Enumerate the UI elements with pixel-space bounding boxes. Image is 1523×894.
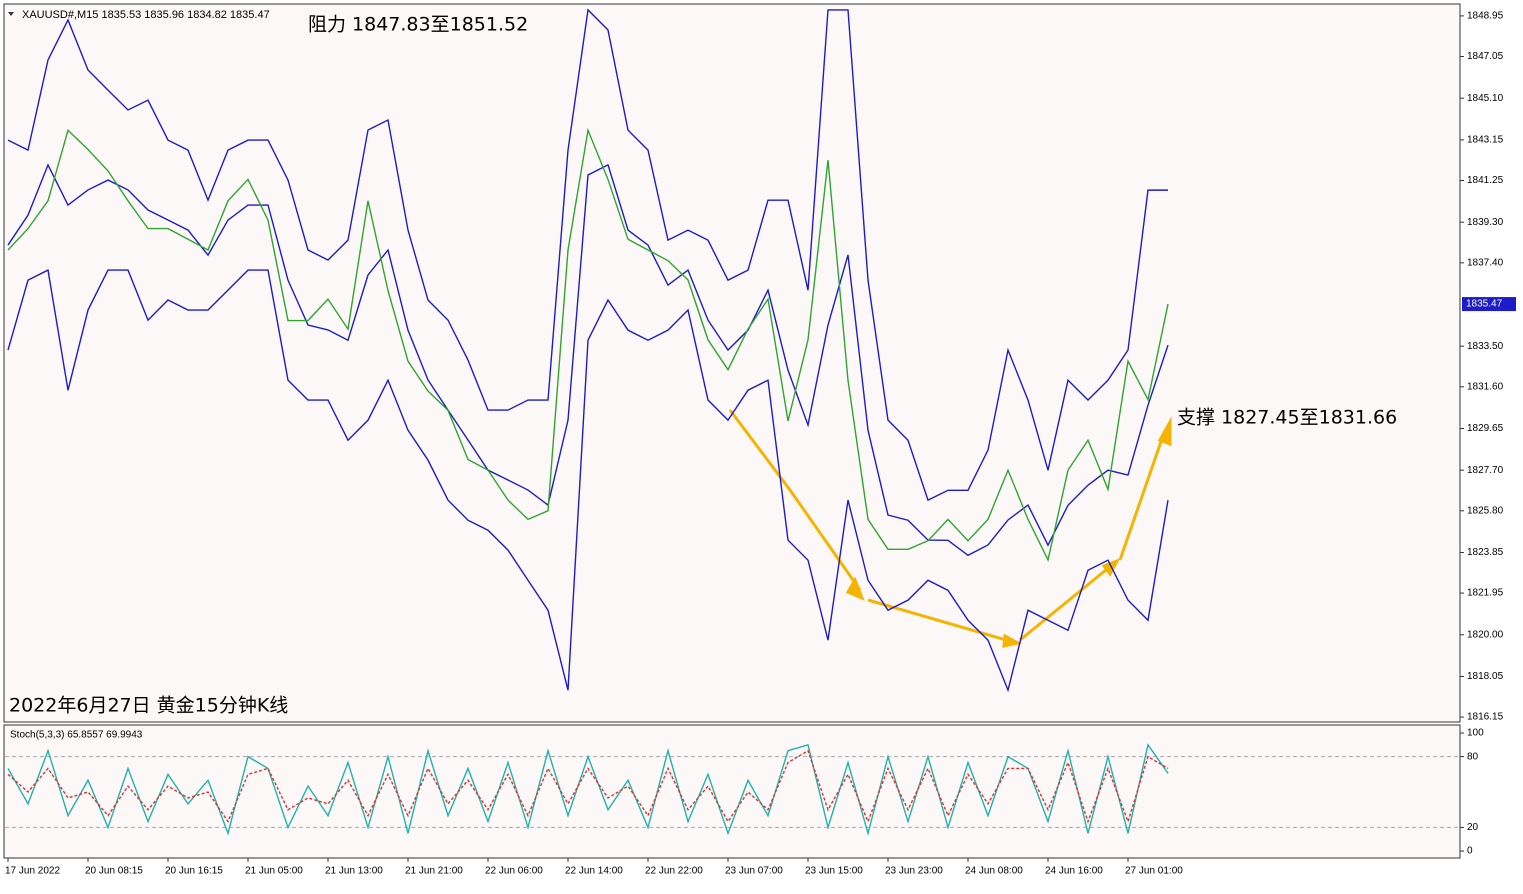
x-tick-label: 22 Jun 14:00 [565, 866, 623, 877]
menu-arrow [8, 12, 14, 16]
y-tick-label: 1845.10 [1467, 93, 1504, 104]
x-tick-label: 22 Jun 06:00 [485, 866, 543, 877]
symbol-header: XAUUSD#,M15 1835.53 1835.96 1834.82 1835… [22, 9, 270, 21]
y-tick-label: 1825.80 [1467, 505, 1504, 516]
x-tick-label: 24 Jun 16:00 [1045, 866, 1103, 877]
y-tick-label: 1829.65 [1467, 423, 1504, 434]
y-tick-label: 1818.05 [1467, 671, 1504, 682]
chart-caption: 2022年6月27日 黄金15分钟K线 [9, 695, 288, 717]
y-tick-label: 1827.70 [1467, 465, 1504, 476]
x-tick-label: 24 Jun 08:00 [965, 866, 1023, 877]
series-line [7, 8, 1168, 502]
x-tick-label: 20 Jun 16:15 [165, 866, 223, 877]
y-tick-label: 1841.25 [1467, 175, 1504, 186]
y-tick-label: 0 [1467, 846, 1473, 857]
support-note: 支撑 1827.45至1831.66 [1177, 407, 1397, 429]
y-tick-label: 1847.05 [1467, 51, 1504, 62]
y-tick-label: 1843.15 [1467, 135, 1504, 146]
y-tick-label: 80 [1467, 751, 1479, 762]
y-tick-label: 1839.30 [1467, 217, 1504, 228]
y-tick-label: 1820.00 [1467, 629, 1504, 640]
y-tick-label: 1833.50 [1467, 341, 1504, 352]
x-tick-label: 20 Jun 08:15 [85, 866, 143, 877]
y-tick-label: 1837.40 [1467, 257, 1504, 268]
y-tick-label: 20 [1467, 822, 1479, 833]
y-tick-label: 1831.60 [1467, 381, 1504, 392]
x-tick-label: 22 Jun 22:00 [645, 866, 703, 877]
series-line [7, 269, 1169, 693]
x-tick-label: 17 Jun 2022 [5, 866, 60, 877]
y-tick-label: 100 [1467, 728, 1484, 739]
x-tick-label: 23 Jun 15:00 [805, 866, 863, 877]
trend-arrows [728, 409, 1172, 648]
price-box [1462, 297, 1516, 312]
y-tick-label: 1821.95 [1467, 588, 1504, 599]
x-tick-label: 21 Jun 21:00 [405, 866, 463, 877]
series-line [7, 743, 1169, 837]
x-tick-label: 27 Jun 01:00 [1125, 866, 1183, 877]
x-tick-label: 21 Jun 05:00 [245, 866, 303, 877]
series-line [7, 127, 1169, 563]
resistance-note: 阻力 1847.83至1851.52 [308, 14, 528, 36]
stoch-panel [3, 724, 1461, 859]
x-tick-label: 21 Jun 13:00 [325, 866, 383, 877]
price-label: 1835.47 [1466, 299, 1503, 310]
series-line [7, 749, 1169, 824]
x-tick-label: 23 Jun 23:00 [885, 866, 943, 877]
stoch-header: Stoch(5,3,3) 65.8557 69.9943 [10, 730, 143, 741]
y-tick-label: 1816.15 [1467, 712, 1504, 723]
x-tick-label: 23 Jun 07:00 [725, 866, 783, 877]
y-tick-label: 1823.85 [1467, 547, 1504, 558]
y-tick-label: 1848.95 [1467, 11, 1504, 22]
